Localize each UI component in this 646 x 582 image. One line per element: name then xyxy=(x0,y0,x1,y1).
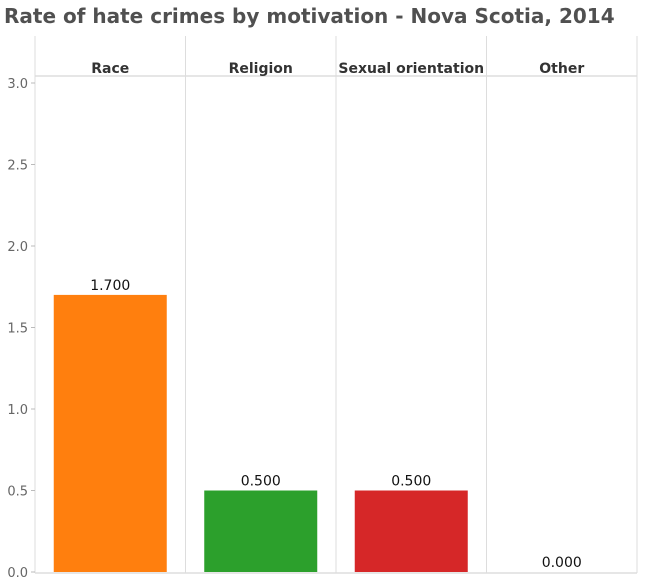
category-label: Race xyxy=(91,61,129,77)
category-label: Sexual orientation xyxy=(338,61,484,77)
y-tick-label: 1.5 xyxy=(7,322,28,337)
chart-grid xyxy=(34,36,638,574)
y-axis: 0.0 0.5 1.0 1.5 2.0 2.5 3.0 xyxy=(7,77,35,581)
category-headers: Race Religion Sexual orientation Other xyxy=(91,61,584,77)
y-tick-label: 3.0 xyxy=(7,77,28,92)
y-tick-label: 2.5 xyxy=(7,159,28,174)
data-label: 0.500 xyxy=(391,474,431,490)
y-tick-label: 2.0 xyxy=(7,240,28,255)
category-label: Religion xyxy=(229,61,293,77)
chart-title: Rate of hate crimes by motivation - Nova… xyxy=(4,4,615,28)
bar xyxy=(354,490,468,572)
y-tick-label: 0.0 xyxy=(7,566,28,581)
y-tick-label: 1.0 xyxy=(7,403,28,418)
data-labels: 1.700 0.500 0.500 0.000 xyxy=(90,278,582,571)
bar xyxy=(53,294,167,572)
data-label: 0.500 xyxy=(241,474,281,490)
data-label: 1.700 xyxy=(90,278,130,294)
data-label: 0.000 xyxy=(542,555,582,571)
category-label: Other xyxy=(539,61,584,77)
bar xyxy=(204,490,318,572)
bars xyxy=(53,294,468,572)
y-tick-label: 0.5 xyxy=(7,485,28,500)
